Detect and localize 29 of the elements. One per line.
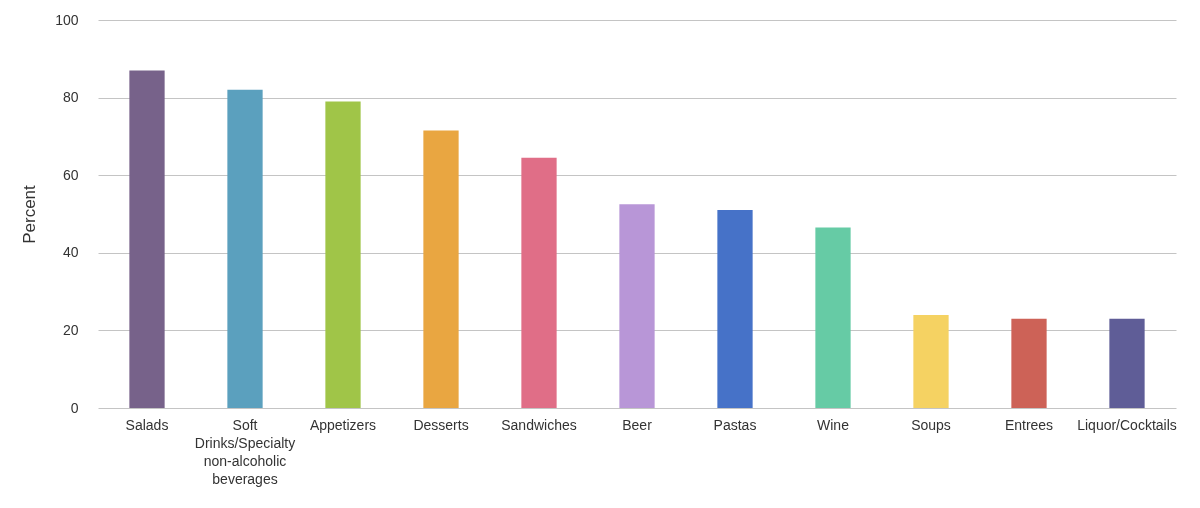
x-tick-label: Sandwiches	[501, 416, 577, 433]
y-tick-label: 40	[62, 244, 79, 261]
x-tick-label: Soups	[911, 416, 951, 433]
x-tick-label: Desserts	[413, 416, 469, 433]
bar	[619, 204, 655, 408]
bar	[717, 210, 753, 408]
y-tick-label: 0	[70, 399, 79, 416]
x-tick-label: Soft Drinks/Specialty non-alcoholic beverages	[194, 416, 296, 487]
bar	[1109, 318, 1145, 408]
bar	[521, 157, 557, 408]
y-tick-label: 20	[62, 321, 79, 338]
x-tick-label: Wine	[817, 416, 850, 433]
x-tick-label: Pastas	[713, 416, 757, 433]
bar	[423, 130, 459, 408]
y-tick-label: 80	[62, 89, 79, 106]
x-tick-label: Appetizers	[309, 416, 377, 433]
bar	[227, 89, 263, 408]
bar	[325, 101, 361, 408]
bar	[1011, 318, 1047, 408]
x-tick-label: Salads	[125, 416, 169, 433]
bar	[815, 227, 851, 408]
y-axis-title: Percent	[20, 184, 40, 244]
bar	[913, 314, 949, 408]
x-tick-label: Entrees	[1004, 416, 1054, 433]
y-tick-label: 100	[55, 11, 79, 28]
bar	[129, 70, 165, 408]
x-tick-label: Beer	[622, 416, 653, 433]
x-tick-label: Liquor/Cocktails	[1077, 416, 1177, 433]
y-tick-label: 60	[62, 166, 79, 183]
